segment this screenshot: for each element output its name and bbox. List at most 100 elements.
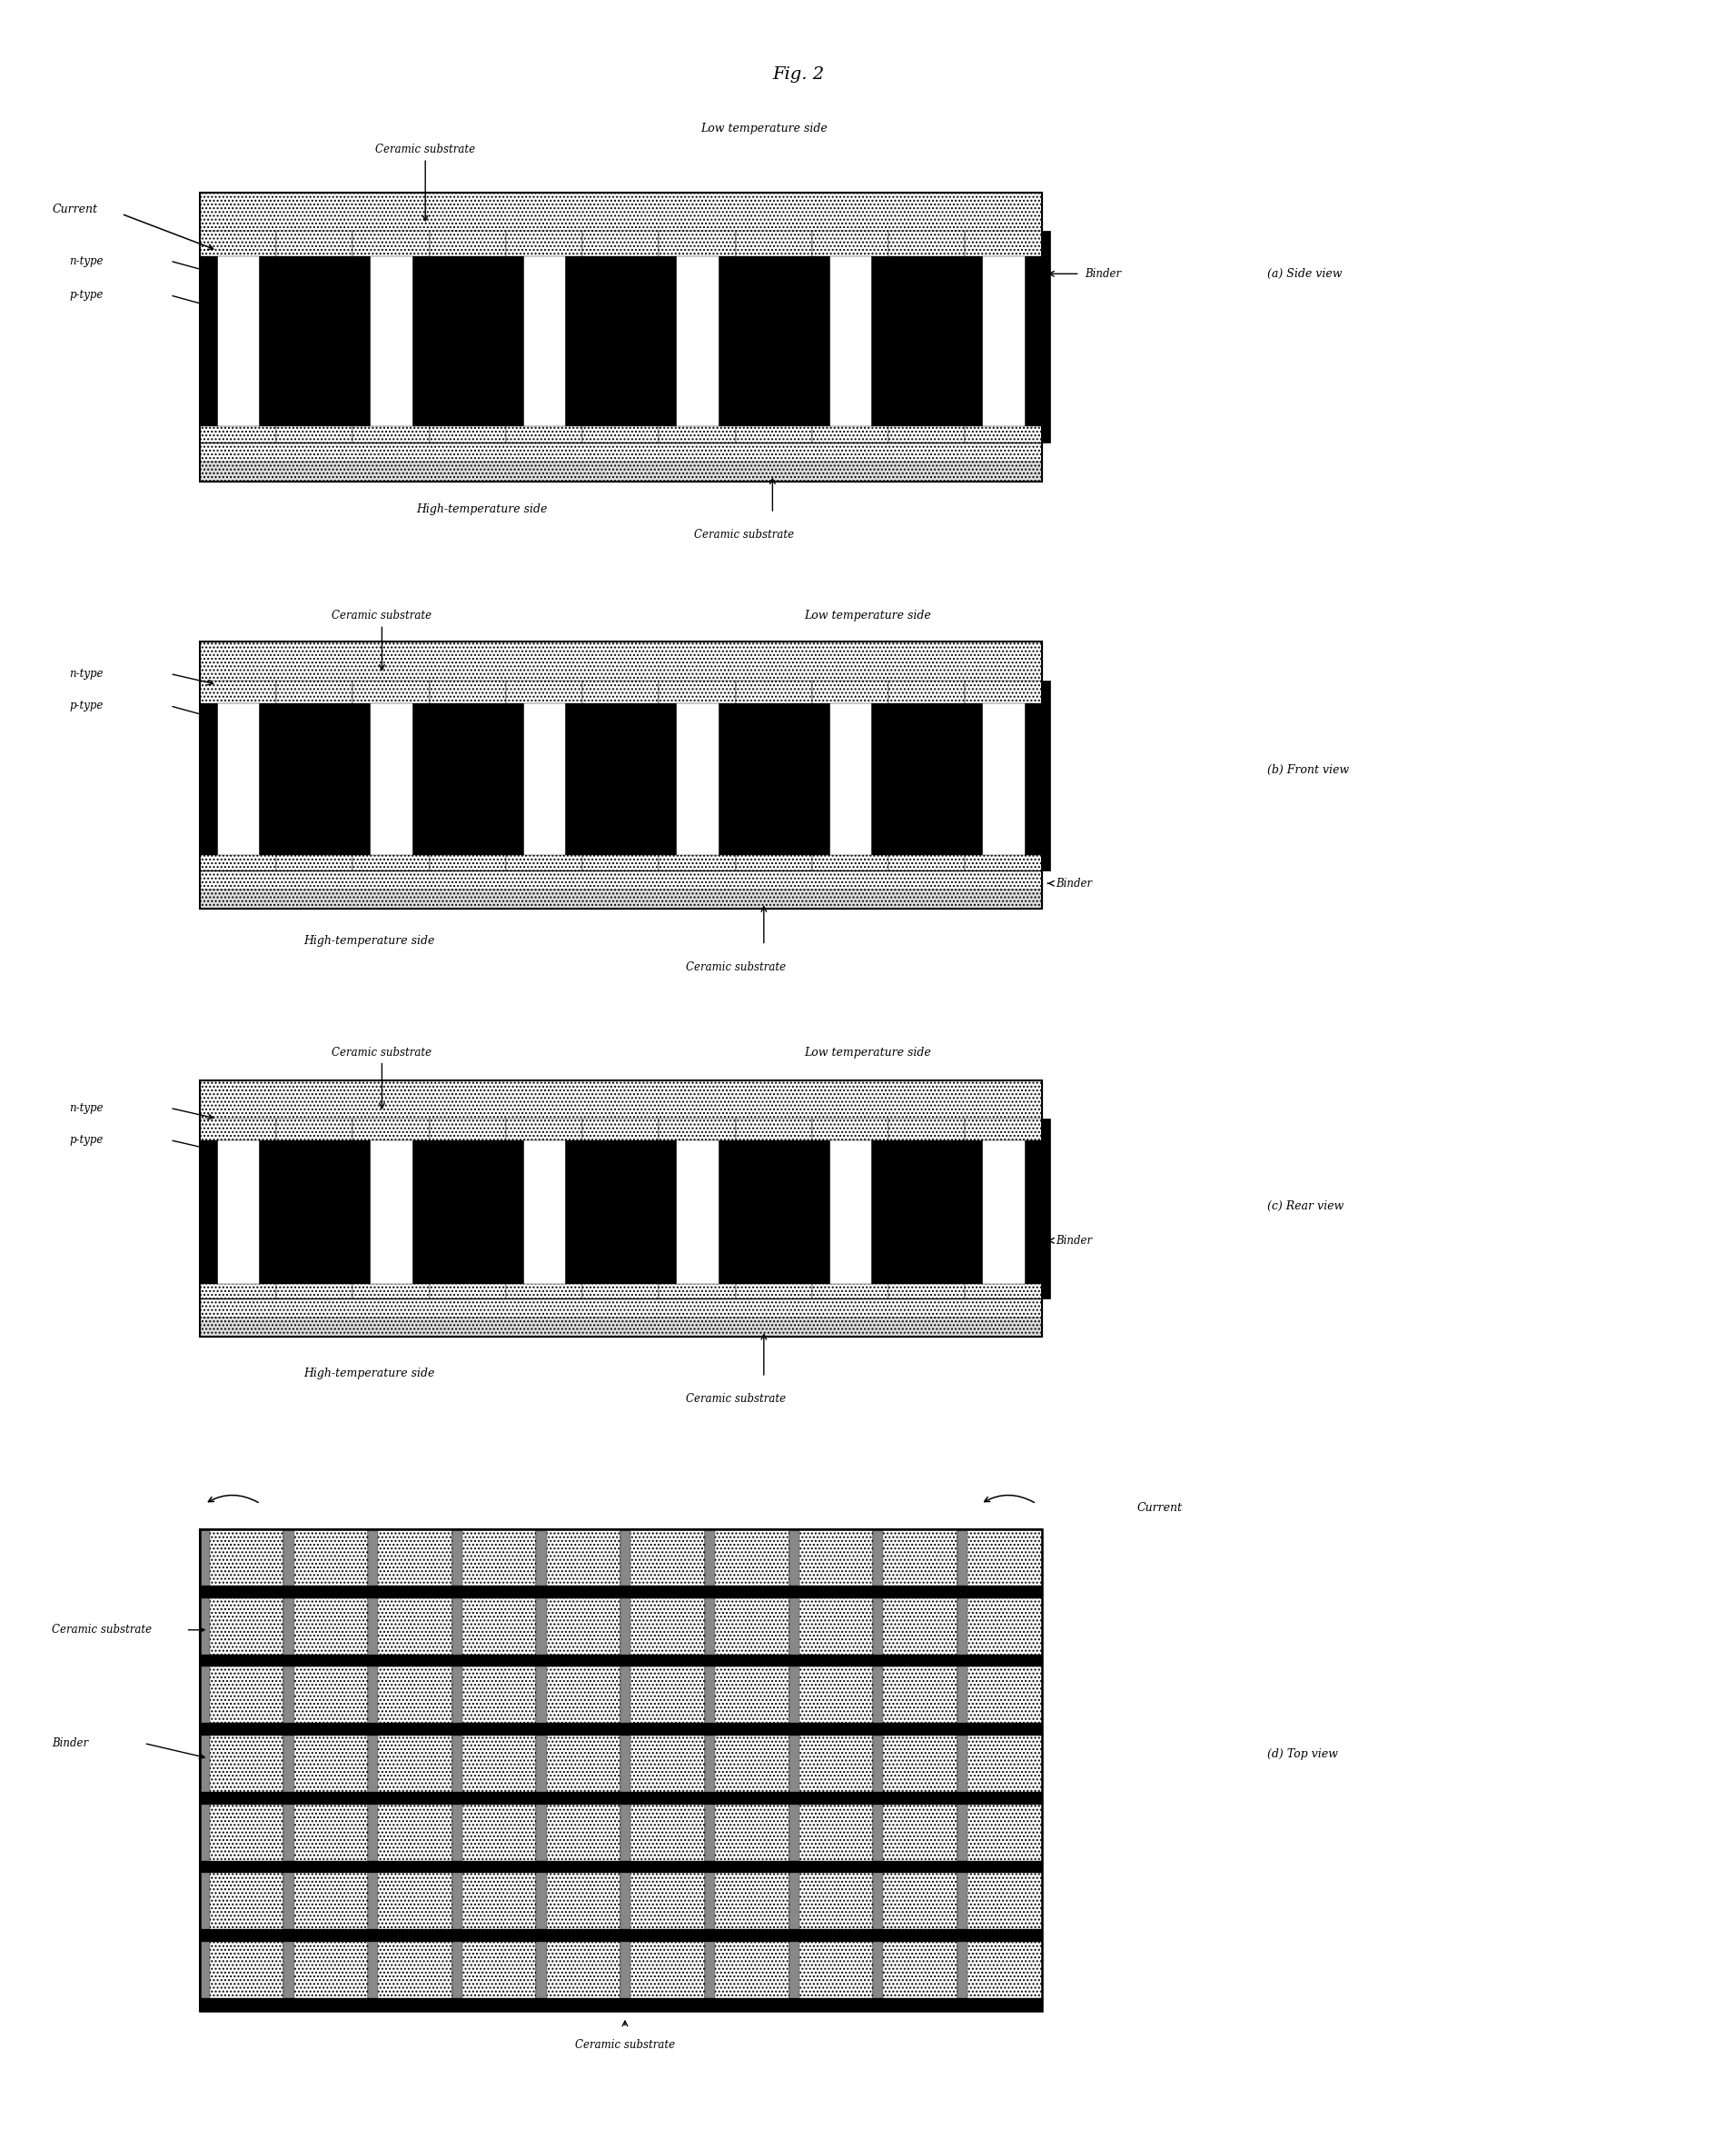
Bar — [217, 693, 259, 858]
Text: Ceramic substrate: Ceramic substrate — [686, 1392, 786, 1405]
Bar — [889, 856, 965, 871]
Bar — [200, 1119, 1042, 1298]
Bar — [536, 1598, 547, 1656]
Bar — [285, 1735, 293, 1792]
Bar — [370, 246, 411, 428]
Bar — [958, 1805, 1042, 1861]
Bar — [705, 1735, 790, 1792]
Bar — [736, 231, 812, 257]
Bar — [705, 1874, 715, 1929]
Bar — [285, 1805, 368, 1861]
Bar — [621, 1598, 705, 1656]
Bar — [705, 1805, 790, 1861]
Text: Ceramic substrate: Ceramic substrate — [52, 1624, 153, 1636]
Bar — [200, 1585, 1042, 1598]
Bar — [958, 1598, 967, 1656]
Bar — [675, 246, 719, 428]
Bar — [660, 1283, 736, 1298]
Bar — [368, 1805, 378, 1861]
Bar — [200, 1598, 210, 1656]
Bar — [200, 1666, 210, 1724]
Bar — [276, 1119, 352, 1140]
Bar — [200, 1735, 210, 1792]
Bar — [200, 1942, 285, 1998]
Bar — [352, 231, 429, 257]
Bar — [830, 1132, 871, 1286]
Bar — [621, 1805, 705, 1861]
Bar — [873, 1529, 884, 1585]
Text: Binder: Binder — [1055, 877, 1092, 890]
Bar — [965, 856, 1042, 871]
Bar — [285, 1666, 368, 1724]
Text: p-type: p-type — [69, 699, 104, 712]
Bar — [200, 680, 1042, 871]
Bar — [200, 1529, 285, 1585]
Bar — [368, 1942, 378, 1998]
Bar — [873, 1666, 958, 1724]
Bar — [352, 856, 429, 871]
Bar — [983, 693, 1024, 858]
Bar — [429, 1283, 505, 1298]
Bar — [790, 1735, 799, 1792]
Text: Ceramic substrate: Ceramic substrate — [686, 960, 786, 973]
Bar — [453, 1666, 462, 1724]
Bar — [200, 642, 1042, 680]
Text: n-type: n-type — [69, 255, 104, 267]
Bar — [200, 1861, 1042, 1874]
Bar — [368, 1942, 453, 1998]
Text: Low temperature side: Low temperature side — [804, 610, 932, 622]
Bar — [958, 1529, 1042, 1585]
Bar — [276, 1283, 352, 1298]
Text: Low temperature side: Low temperature side — [804, 1046, 932, 1059]
Bar — [621, 1805, 630, 1861]
Bar — [675, 1132, 719, 1286]
Bar — [200, 856, 276, 871]
Bar — [453, 1598, 462, 1656]
Bar — [675, 693, 719, 858]
Bar — [790, 1874, 873, 1929]
Bar — [736, 1119, 812, 1140]
Bar — [453, 1942, 536, 1998]
Bar — [812, 231, 889, 257]
Bar — [368, 1529, 453, 1585]
Text: p-type: p-type — [69, 1134, 104, 1147]
Bar — [736, 1283, 812, 1298]
Bar — [453, 1805, 536, 1861]
Bar — [285, 1942, 368, 1998]
Text: n-type: n-type — [69, 1102, 104, 1114]
Bar — [200, 1283, 276, 1298]
Bar — [200, 1529, 1042, 1542]
Bar — [368, 1735, 453, 1792]
Bar — [523, 246, 566, 428]
Bar — [790, 1529, 873, 1585]
Bar — [200, 1998, 1042, 2011]
Bar — [958, 1598, 1042, 1656]
Text: High-temperature side: High-temperature side — [417, 503, 549, 515]
Bar — [217, 1132, 259, 1286]
Text: (b) Front view: (b) Front view — [1267, 764, 1349, 776]
Bar — [505, 231, 582, 257]
Bar — [812, 856, 889, 871]
Bar — [368, 1666, 453, 1724]
Bar — [889, 1283, 965, 1298]
Bar — [536, 1735, 621, 1792]
Text: High-temperature side: High-temperature side — [304, 935, 436, 948]
Bar — [453, 1598, 536, 1656]
Bar — [536, 1874, 621, 1929]
Bar — [368, 1805, 453, 1861]
Bar — [200, 890, 1042, 909]
Bar — [705, 1598, 790, 1656]
Bar — [505, 426, 582, 443]
Bar — [621, 1529, 705, 1585]
Bar — [536, 1805, 621, 1861]
Bar — [368, 1666, 378, 1724]
Bar — [621, 1666, 705, 1724]
Bar — [1033, 1119, 1050, 1298]
Bar — [790, 1666, 873, 1724]
Bar — [200, 1792, 1042, 1805]
Bar — [200, 1929, 1042, 1942]
Bar — [958, 1735, 1042, 1792]
Bar — [453, 1666, 536, 1724]
Bar — [621, 1735, 705, 1792]
Bar — [200, 1080, 1042, 1119]
